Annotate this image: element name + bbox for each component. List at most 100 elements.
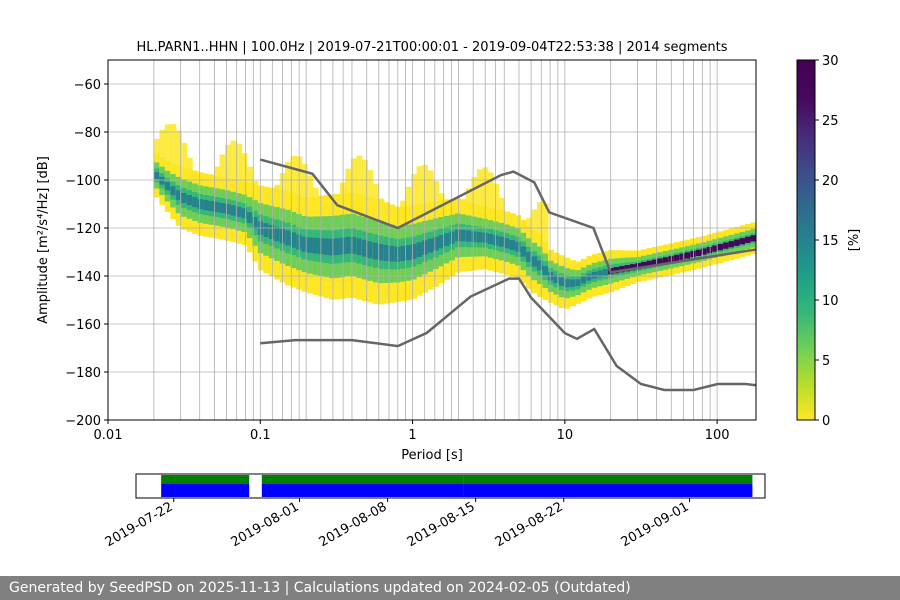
heatmap-cell: [350, 236, 357, 254]
y-tick-label: −200: [65, 414, 101, 429]
heatmap-cell: [372, 242, 379, 260]
heatmap-cell: [531, 256, 538, 267]
heatmap-cell: [586, 273, 593, 281]
y-tick-label: −180: [65, 366, 101, 381]
x-axis-label: Period [s]: [401, 448, 463, 463]
y-tick-label: −80: [74, 126, 101, 141]
date-tick-label: 2019-08-01: [229, 499, 302, 550]
y-tick-label: −100: [65, 174, 101, 189]
date-tick-label: 2019-08-15: [405, 499, 478, 550]
heatmap-cell: [153, 171, 160, 179]
heatmap-cell: [241, 153, 248, 182]
y-axis: −200 −180 −160 −140 −120 −100 −80 −60: [65, 78, 108, 429]
processed-segment: [261, 475, 464, 484]
heatmap-cell: [443, 233, 451, 247]
heatmap-cell: [433, 181, 440, 201]
heatmap-cell: [246, 166, 253, 183]
heatmap-cell: [679, 253, 686, 260]
heatmap-cell: [580, 276, 587, 284]
heatmap-cell: [515, 241, 522, 252]
heatmap-cell: [701, 248, 708, 255]
footer-bar: Generated by SeedPSD on 2025-11-13 | Cal…: [0, 576, 900, 600]
processed-segment: [161, 475, 250, 484]
heatmap-cell: [405, 186, 412, 206]
heatmap-cell: [575, 279, 582, 286]
heatmap-cell: [684, 252, 691, 259]
heatmap-cell: [438, 193, 445, 200]
heatmap-cell: [531, 209, 538, 230]
availability-bars: [161, 475, 753, 497]
heatmap-cell: [175, 190, 182, 200]
colorbar-label: [%]: [847, 229, 862, 252]
heatmap-cell: [465, 188, 472, 202]
heatmap-cell: [646, 260, 653, 268]
heatmap-cell: [613, 267, 620, 274]
heatmap-cell: [471, 231, 478, 242]
heatmap-cell: [416, 166, 423, 204]
heatmap-cell: [542, 266, 549, 276]
heatmap-cell: [361, 239, 368, 257]
colorbar-tick-label: 20: [822, 174, 839, 189]
heatmap-cell: [389, 245, 396, 262]
heatmap-cell: [214, 202, 221, 213]
heatmap-cell: [597, 270, 604, 278]
heatmap-cell: [290, 232, 297, 248]
x-tick-label: 1: [408, 428, 416, 443]
heatmap-cell: [274, 226, 281, 242]
footer-text: Generated by SeedPSD on 2025-11-13 | Cal…: [9, 580, 631, 596]
availability-axis: 2019-07-22 2019-08-01 2019-08-08 2019-08-15…: [103, 498, 692, 550]
heatmap-cell: [208, 201, 215, 212]
heatmap-cell: [214, 166, 221, 176]
heatmap-cell: [159, 129, 166, 157]
heatmap-cell: [225, 204, 232, 215]
heatmap-cell: [657, 258, 664, 265]
y-tick-label: −140: [65, 270, 101, 285]
colorbar-ticks: 0 5 10 15 20 25 30: [815, 54, 839, 429]
heatmap-cell: [427, 170, 434, 202]
heatmap-cell: [334, 238, 341, 256]
x-tick-label: 0.1: [250, 428, 271, 443]
y-axis-label: Amplitude [m²/s⁴/Hz] [dB]: [36, 156, 51, 324]
heatmap-cell: [361, 159, 368, 196]
heatmap-cell: [159, 176, 166, 185]
heatmap-cell: [405, 245, 412, 261]
heatmap-cell: [367, 170, 374, 197]
heatmap-cell: [175, 130, 182, 165]
date-tick-label: 2019-07-22: [103, 499, 176, 550]
heatmap-cell: [476, 231, 483, 243]
colorbar: [796, 59, 816, 421]
heatmap-cell: [356, 238, 363, 256]
heatmap-cell: [400, 246, 407, 262]
heatmap-cell: [433, 236, 440, 251]
heatmap-cell: [323, 238, 330, 255]
heatmap-cell: [230, 140, 237, 179]
data-segment: [261, 484, 451, 497]
heatmap-cell: [307, 237, 314, 253]
heatmap-cell: [197, 199, 204, 210]
colorbar-tick-label: 30: [822, 54, 839, 69]
heatmap-cell: [509, 240, 516, 251]
heatmap-cell: [449, 231, 456, 244]
data-segment: [463, 484, 753, 497]
heatmap-cell: [345, 168, 352, 193]
heatmap-cell: [498, 197, 505, 211]
x-tick-label: 10: [557, 428, 574, 443]
heatmap-cell: [591, 271, 598, 279]
heatmap-cell: [460, 229, 467, 242]
heatmap-cell: [383, 244, 390, 262]
colorbar-tick-label: 15: [822, 234, 839, 249]
heatmap-cell: [192, 197, 199, 208]
colorbar-tick-label: 5: [822, 354, 830, 369]
heatmap-cell: [602, 269, 609, 276]
colorbar-tick-label: 25: [822, 114, 839, 129]
nlnm-line: [260, 277, 756, 392]
heatmap-cell: [454, 229, 461, 242]
x-axis: 0.01 0.1 1 10 100: [94, 420, 730, 443]
heatmap-cell: [285, 230, 292, 246]
heatmap-cell: [416, 242, 423, 257]
heatmap-cell: [274, 184, 281, 189]
heatmap-cell: [329, 238, 336, 256]
heatmap-cell: [186, 157, 193, 169]
heatmap-cell: [356, 155, 363, 194]
heatmap-cell: [427, 238, 434, 253]
